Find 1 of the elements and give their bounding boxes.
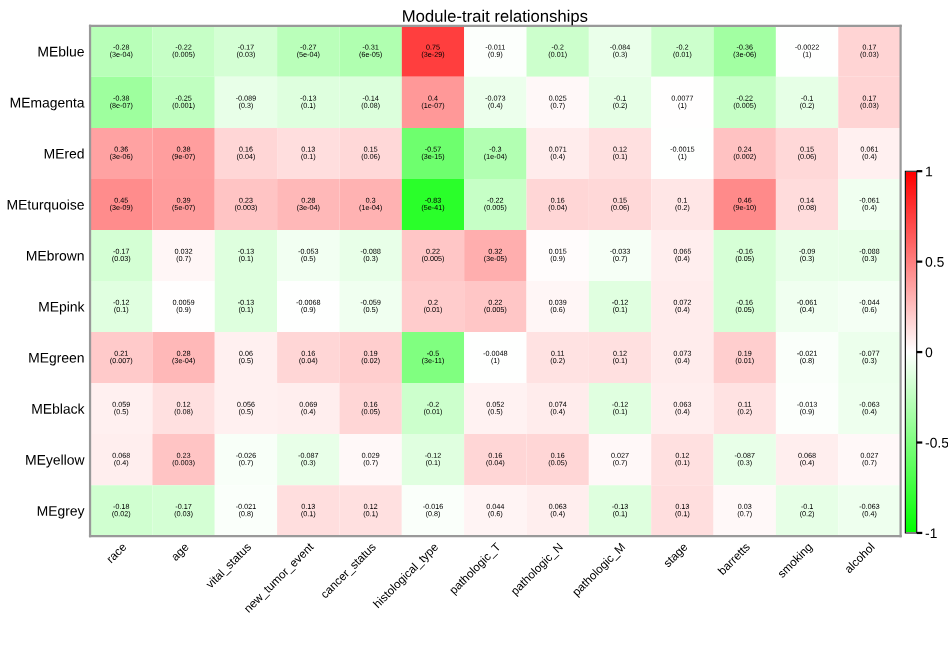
chart-title: Module-trait relationships	[403, 9, 588, 26]
